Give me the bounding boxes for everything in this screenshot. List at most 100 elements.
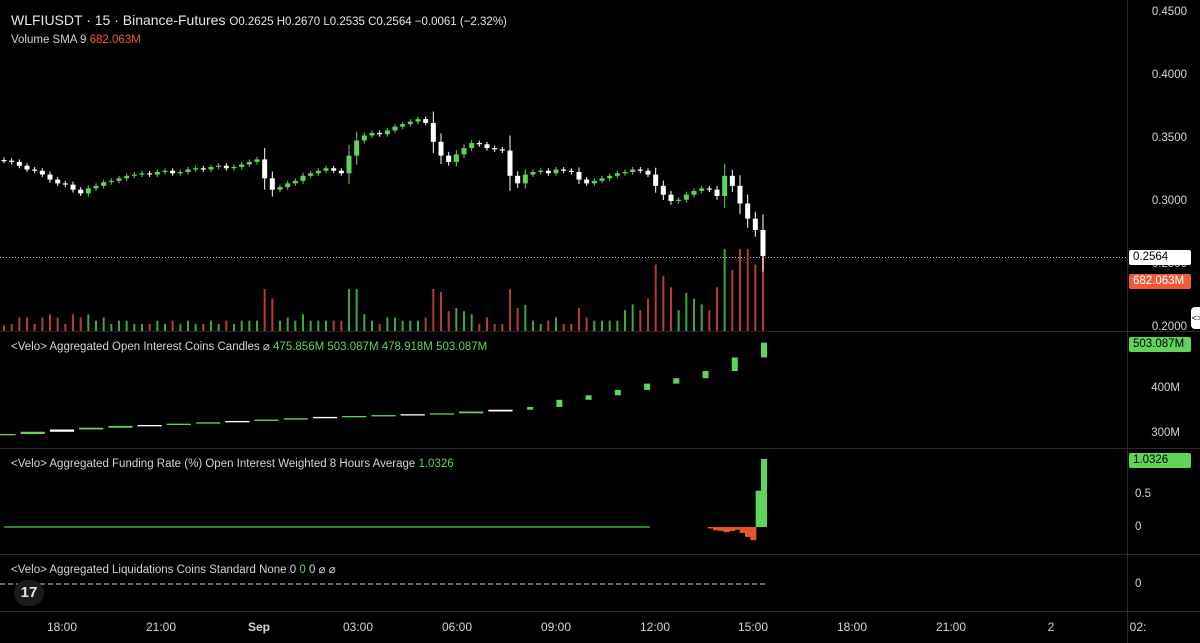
volume-bar <box>463 311 465 331</box>
funding-legend-label: <Velo> Aggregated Funding Rate (%) Open … <box>11 458 416 470</box>
candle-body <box>492 148 498 150</box>
volume-bar <box>210 320 212 331</box>
volume-bar <box>631 304 634 331</box>
volume-bar <box>340 320 343 331</box>
candle-body <box>438 141 444 156</box>
oi-candle <box>400 414 425 416</box>
candle-body <box>361 135 367 141</box>
volume-bar <box>654 264 657 331</box>
volume-bar <box>708 310 711 331</box>
price-tick: 0.4000 <box>1151 69 1187 81</box>
volume-bar <box>217 323 220 331</box>
volume-bar <box>455 308 458 331</box>
symbol-label: WLFIUSDT · 15 · Binance-Futures <box>11 12 226 28</box>
candle-body <box>568 170 574 173</box>
volume-bar <box>10 323 13 331</box>
candle-body <box>300 175 306 181</box>
candle-body <box>699 188 705 191</box>
funding-bar <box>761 458 767 527</box>
candle-body <box>722 175 728 196</box>
volume-bar <box>739 249 741 331</box>
symbol-title[interactable]: WLFIUSDT · 15 · Binance-Futures O0.2625 … <box>11 12 507 30</box>
volume-bar <box>424 317 427 331</box>
volume-bar <box>394 317 396 331</box>
volume-bar <box>639 310 642 331</box>
candle-body <box>1 160 7 162</box>
volume-bar <box>371 320 373 331</box>
funding-bar <box>723 527 730 533</box>
candle-body <box>407 121 413 125</box>
price-tick: 0.4500 <box>1151 6 1187 18</box>
volume-bar <box>539 323 542 331</box>
volume-bar <box>432 289 435 331</box>
candle-body <box>430 122 436 142</box>
candle-body <box>645 170 651 175</box>
oi-legend[interactable]: <Velo> Aggregated Open Interest Coins Ca… <box>11 340 487 354</box>
candle-body <box>538 170 544 173</box>
liq-legend[interactable]: <Velo> Aggregated Liquidations Coins Sta… <box>11 563 336 577</box>
volume-bar <box>202 323 205 331</box>
time-label: 2 <box>1047 620 1055 634</box>
candle-body <box>246 161 252 165</box>
liq-legend-v1: 0 <box>299 564 306 576</box>
oi-candle <box>137 425 162 427</box>
volume-bar <box>547 320 550 331</box>
volume-bar <box>447 311 450 331</box>
volume-bar <box>325 320 327 331</box>
price-tick: 0.2000 <box>1151 321 1187 333</box>
candle-body <box>530 172 536 175</box>
candle-body <box>55 179 61 184</box>
volume-bar <box>302 314 304 331</box>
candle-body <box>637 169 643 171</box>
volume-bar <box>647 298 649 331</box>
candle-body <box>561 169 567 171</box>
candle-body <box>101 182 107 186</box>
tradingview-logo[interactable]: 17 <box>14 580 44 606</box>
candle-body <box>545 170 551 174</box>
volume-bar <box>716 287 718 331</box>
candle-body <box>269 178 275 190</box>
volume-bar <box>148 323 151 331</box>
volume-bar <box>194 323 197 331</box>
volume-bar <box>624 310 626 331</box>
volume-bar <box>555 317 557 331</box>
collapse-axis-handle[interactable]: <> <box>1191 307 1200 329</box>
time-label: 21:00 <box>935 620 967 634</box>
oi-candle <box>614 389 621 396</box>
volume-bar <box>578 308 580 331</box>
oi-candle <box>702 371 709 379</box>
candle-body <box>668 194 674 201</box>
price-candles <box>1 111 766 272</box>
time-label: 18:00 <box>836 620 868 634</box>
candle-body <box>369 132 375 136</box>
candle-body <box>216 165 222 167</box>
candle-body <box>231 166 237 169</box>
volume-bar <box>478 323 481 331</box>
volume-bar <box>41 317 44 331</box>
funding-tick: 0.5 <box>1135 488 1151 500</box>
price-tick: 0.3000 <box>1151 195 1187 207</box>
volume-bar <box>49 314 51 331</box>
ohlc-values: O0.2625 H0.2670 L0.2535 C0.2564 −0.0061 … <box>229 16 507 28</box>
candle-body <box>706 188 712 190</box>
volume-bar <box>731 270 734 331</box>
oi-candle <box>312 416 338 419</box>
funding-legend-value: 1.0326 <box>418 458 454 470</box>
candle-body <box>584 179 590 184</box>
volume-bar <box>110 323 113 331</box>
oi-candle <box>79 427 104 430</box>
volume-legend[interactable]: Volume SMA 9 682.063M <box>11 33 141 47</box>
volume-bar <box>317 320 320 331</box>
volume-bar <box>87 314 90 331</box>
candle-body <box>553 169 559 174</box>
candle-body <box>522 174 528 184</box>
volume-bar <box>670 287 672 331</box>
candle-body <box>170 170 176 174</box>
volume-bar <box>33 323 36 331</box>
funding-legend[interactable]: <Velo> Aggregated Funding Rate (%) Open … <box>11 457 454 471</box>
candle-body <box>346 155 352 174</box>
volume-bar <box>677 310 680 331</box>
candle-body <box>622 172 628 174</box>
time-label: 06:00 <box>441 620 473 634</box>
